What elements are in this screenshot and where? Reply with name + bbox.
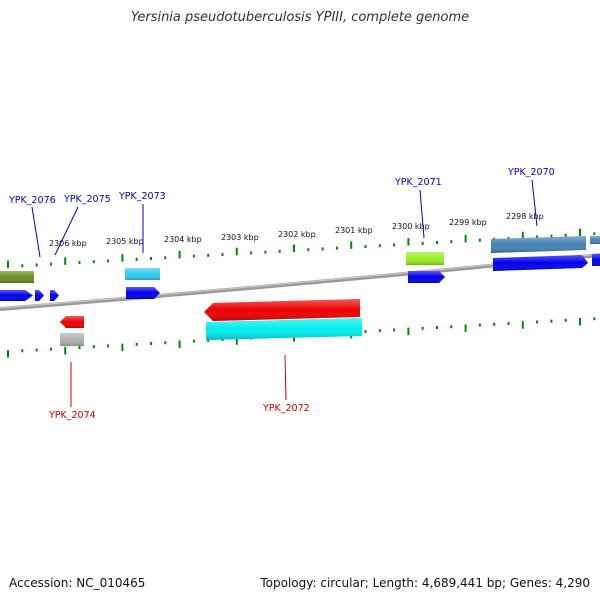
tick-label: 2304 kbp xyxy=(164,235,202,244)
genome-summary-text: Topology: circular; Length: 4,689,441 bp… xyxy=(260,576,590,590)
label-line-group xyxy=(31,179,538,407)
feature-shading xyxy=(406,252,444,265)
gene-label-group: YPK_2076 YPK_2075 YPK_2073 YPK_2071 YPK_2070… xyxy=(8,167,555,421)
gene-label: YPK_2074 xyxy=(48,410,96,421)
feature-shading xyxy=(60,316,84,328)
gene-label: YPK_2071 xyxy=(394,177,442,188)
tick-label: 2302 kbp xyxy=(278,230,316,239)
tick-label-group: 2306 kbp 2305 kbp 2304 kbp 2303 kbp 2302 kbp… xyxy=(49,212,544,248)
feature-shading xyxy=(590,236,600,244)
tick-label: 2306 kbp xyxy=(49,239,87,248)
feature-shading xyxy=(0,271,34,283)
feature-shading xyxy=(60,333,84,346)
gene-label-leader xyxy=(284,354,287,401)
feature-shading xyxy=(493,255,588,271)
feature-shading xyxy=(204,299,360,321)
feature-shading xyxy=(0,290,33,301)
tick-label: 2303 kbp xyxy=(221,233,259,242)
tick-label: 2300 kbp xyxy=(392,222,430,231)
gene-label: YPK_2073 xyxy=(118,191,166,202)
feature-shading xyxy=(491,236,586,253)
gene-label-leader xyxy=(531,179,538,227)
feature-shading xyxy=(206,318,362,340)
feature-shading xyxy=(50,290,59,301)
gene-label: YPK_2076 xyxy=(8,195,56,206)
feature-shading xyxy=(126,287,160,299)
map-title: Yersinia pseudotuberculosis YPIII, compl… xyxy=(130,10,470,25)
feature-shading xyxy=(408,271,445,283)
tick-label: 2298 kbp xyxy=(506,212,544,221)
gene-label-leader xyxy=(54,206,79,256)
feature-shading xyxy=(592,254,600,266)
gene-label: YPK_2070 xyxy=(507,167,555,178)
feature-shading xyxy=(35,290,44,301)
gene-label: YPK_2072 xyxy=(262,403,310,414)
feature-group xyxy=(0,236,600,346)
feature-shading xyxy=(125,268,160,280)
accession-text: Accession: NC_010465 xyxy=(9,576,146,590)
outer-tick-ring xyxy=(7,228,596,269)
gene-label-leader xyxy=(31,206,41,258)
gene-label-leader xyxy=(419,189,425,239)
tick-label: 2305 kbp xyxy=(106,237,144,246)
gene-label: YPK_2075 xyxy=(63,194,111,205)
tick-label: 2301 kbp xyxy=(335,226,373,235)
tick-label: 2299 kbp xyxy=(449,218,487,227)
